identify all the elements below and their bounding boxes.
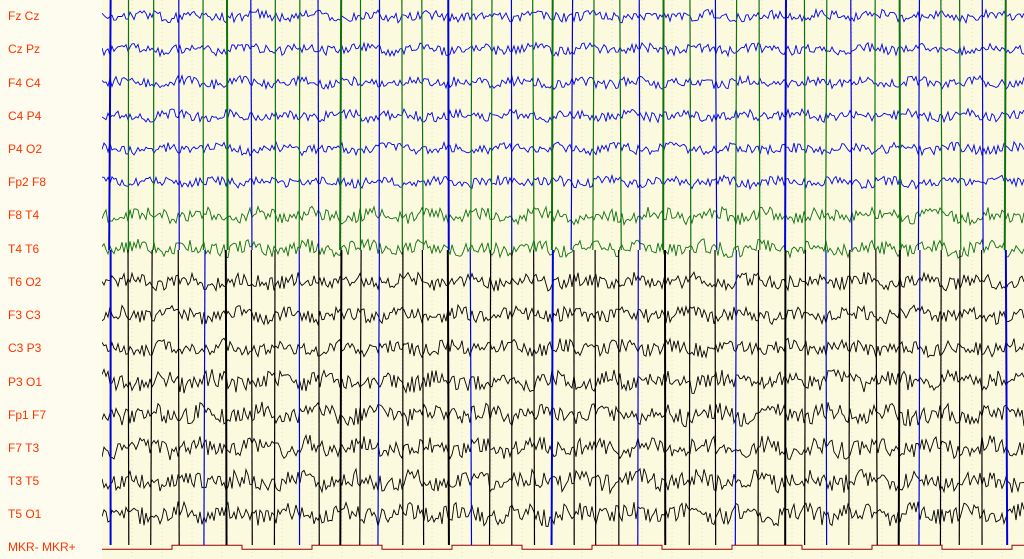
spike-line bbox=[848, 249, 851, 546]
spike-line bbox=[714, 0, 718, 251]
spike-line bbox=[981, 0, 984, 251]
spike-line bbox=[638, 0, 641, 251]
eeg-trace-canvas[interactable] bbox=[102, 0, 1024, 559]
spike-line bbox=[734, 249, 737, 546]
channel-label-c3-p3: C3 P3 bbox=[8, 341, 42, 355]
spike-line bbox=[250, 249, 253, 546]
channel-trace bbox=[102, 337, 1024, 359]
channel-trace bbox=[102, 271, 1024, 293]
spike-line bbox=[446, 249, 450, 546]
spike-line bbox=[875, 249, 878, 546]
channel-label-t3-t5: T3 T5 bbox=[8, 474, 40, 488]
spike-line bbox=[250, 0, 253, 251]
artifact-spikes bbox=[108, 0, 1009, 546]
channel-trace bbox=[102, 500, 1024, 528]
channel-label-fp1-f7: Fp1 F7 bbox=[8, 408, 47, 422]
channel-trace bbox=[102, 433, 1024, 461]
channel-label-c4-p4: C4 P4 bbox=[8, 109, 42, 123]
spike-line bbox=[298, 0, 301, 251]
channel-label-t6-o2: T6 O2 bbox=[8, 275, 42, 289]
spike-line bbox=[177, 249, 180, 546]
channel-label-fz-cz: Fz Cz bbox=[8, 9, 40, 23]
spike-line bbox=[917, 0, 921, 251]
channel-trace bbox=[102, 368, 1024, 394]
spike-line bbox=[317, 0, 320, 251]
spike-line bbox=[803, 0, 806, 251]
spike-line bbox=[421, 0, 424, 251]
spike-line bbox=[377, 249, 380, 546]
channel-trace bbox=[102, 41, 1024, 58]
spike-line bbox=[532, 0, 535, 251]
channel-label-f7-t3: F7 T3 bbox=[8, 441, 40, 455]
channel-traces bbox=[102, 7, 1024, 550]
spike-line bbox=[958, 0, 962, 251]
channel-trace bbox=[102, 303, 1024, 327]
spike-line bbox=[108, 0, 112, 251]
channel-label-column: Fz Cz Cz Pz F4 C4 C4 P4 P4 O2 Fp2 F8 F8 … bbox=[0, 0, 102, 559]
channel-trace bbox=[102, 238, 1024, 259]
spike-line bbox=[734, 0, 738, 251]
channel-label-t4-t6: T4 T6 bbox=[8, 242, 40, 256]
channel-label-t5-o1: T5 O1 bbox=[8, 507, 42, 521]
spike-line bbox=[804, 249, 807, 546]
channel-trace bbox=[102, 205, 1024, 227]
spike-line bbox=[550, 0, 554, 251]
spike-line bbox=[225, 0, 229, 251]
channel-trace bbox=[102, 173, 1024, 191]
spike-line bbox=[127, 249, 130, 546]
channel-label-p3-o1: P3 O1 bbox=[8, 375, 43, 389]
channel-trace bbox=[102, 73, 1024, 91]
marker-trace bbox=[102, 544, 1024, 550]
spike-line bbox=[619, 0, 622, 251]
spike-line bbox=[784, 0, 787, 251]
spike-line bbox=[339, 0, 343, 251]
channel-trace bbox=[102, 7, 1024, 24]
spike-line bbox=[850, 0, 853, 251]
spike-line bbox=[958, 249, 961, 546]
spike-line bbox=[594, 249, 597, 546]
eeg-trace-area[interactable] bbox=[102, 0, 1024, 559]
channel-label-f3-c3: F3 C3 bbox=[8, 308, 41, 322]
channel-label-p4-o2: P4 O2 bbox=[8, 142, 43, 156]
spike-line bbox=[570, 0, 574, 251]
spike-line bbox=[689, 0, 692, 251]
channel-trace bbox=[102, 401, 1024, 428]
spike-line bbox=[359, 249, 362, 546]
spike-line bbox=[203, 249, 206, 546]
spike-line bbox=[714, 249, 717, 546]
spike-line bbox=[150, 249, 153, 546]
spike-line bbox=[637, 249, 639, 546]
channel-trace bbox=[102, 140, 1024, 157]
spike-line bbox=[758, 0, 761, 251]
spike-line bbox=[897, 249, 901, 546]
spike-line bbox=[490, 0, 493, 251]
spike-line bbox=[421, 249, 425, 546]
spike-line bbox=[470, 0, 473, 251]
spike-line bbox=[824, 0, 828, 251]
spike-line bbox=[940, 0, 943, 251]
channel-trace bbox=[102, 107, 1024, 124]
channel-label-marker: MKR- MKR+ bbox=[8, 540, 76, 554]
spike-line bbox=[488, 249, 492, 546]
spike-line bbox=[1004, 249, 1009, 546]
spike-line bbox=[469, 249, 473, 546]
spike-line bbox=[688, 249, 691, 546]
channel-label-f4-c4: F4 C4 bbox=[8, 76, 41, 90]
spike-line bbox=[533, 249, 536, 546]
spike-line bbox=[224, 249, 228, 546]
channel-label-fp2-f8: Fp2 F8 bbox=[8, 175, 47, 189]
spike-line bbox=[273, 249, 276, 546]
spike-line bbox=[550, 249, 554, 546]
channel-trace bbox=[102, 467, 1024, 495]
spike-line bbox=[825, 249, 828, 546]
channel-label-f8-t4: F8 T4 bbox=[8, 208, 40, 222]
spike-line bbox=[918, 249, 921, 546]
spike-line bbox=[339, 249, 343, 546]
channel-label-cz-pz: Cz Pz bbox=[8, 42, 41, 56]
spike-line bbox=[939, 249, 942, 546]
spike-line bbox=[1003, 0, 1007, 251]
spike-line bbox=[592, 0, 595, 251]
